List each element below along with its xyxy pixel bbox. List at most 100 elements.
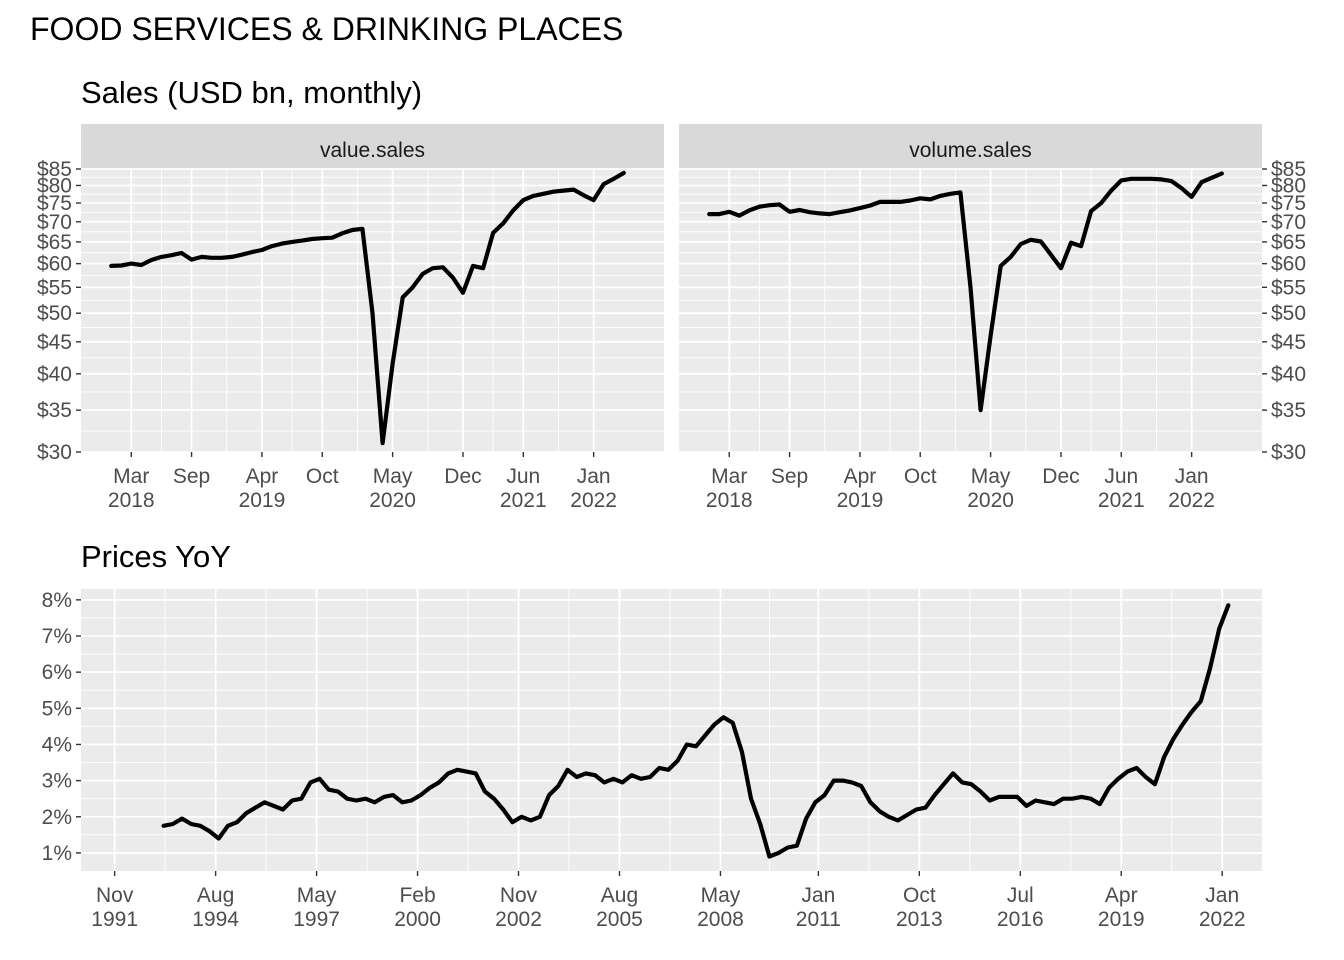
x-tick-label-month: Dec: [1042, 465, 1079, 488]
x-tick-label-year: 2019: [239, 489, 286, 512]
strip-label-volume-sales: volume.sales: [909, 139, 1032, 162]
x-tick-label-month: Jan: [801, 884, 835, 907]
x-tick-label-month: May: [373, 465, 413, 488]
sales-section-title: Sales (USD bn, monthly): [81, 75, 422, 110]
x-tick-label-month: Aug: [197, 884, 234, 907]
x-tick-label-month: Mar: [711, 465, 747, 488]
y-tick-label: 4%: [42, 733, 72, 756]
plot-panel-prices-yoy: [81, 589, 1262, 871]
x-tick-label-year: 1997: [293, 908, 340, 931]
x-tick-label-month: Apr: [1105, 884, 1138, 907]
x-tick-label-year: 2022: [570, 489, 617, 512]
x-tick-label-month: Jun: [506, 465, 540, 488]
y-tick-label: 3%: [42, 770, 72, 793]
x-tick-label-month: Oct: [903, 884, 936, 907]
strip-label-value-sales: value.sales: [320, 139, 425, 162]
x-tick-label-month: Sep: [173, 465, 210, 488]
strip-volume-sales: [679, 124, 1262, 169]
x-tick-label-year: 1991: [91, 908, 138, 931]
y-tick-label: $30: [37, 441, 72, 464]
y-tick-label: $80: [1271, 174, 1306, 197]
x-tick-label-year: 2016: [997, 908, 1044, 931]
y-tick-label: $50: [1271, 302, 1306, 325]
x-tick-label-year: 2021: [500, 489, 547, 512]
y-tick-label: 6%: [42, 661, 72, 684]
y-tick-label: $75: [1271, 192, 1306, 215]
y-tick-label: $30: [1271, 441, 1306, 464]
figure-title: FOOD SERVICES & DRINKING PLACES: [30, 11, 623, 47]
y-tick-label: $80: [37, 174, 72, 197]
x-tick-label-year: 2011: [796, 908, 841, 931]
y-tick-label: 7%: [42, 625, 72, 648]
y-tick-label: 8%: [42, 589, 72, 612]
x-tick-label-month: May: [971, 465, 1011, 488]
x-tick-label-year: 2020: [967, 489, 1014, 512]
y-tick-label: $45: [37, 331, 72, 354]
y-tick-label: $85: [37, 158, 72, 181]
x-tick-label-month: Oct: [306, 465, 339, 488]
plot-volume-sales: $30$35$40$45$50$55$60$65$70$75$80$85Mar2…: [679, 158, 1306, 512]
x-tick-label-month: Sep: [771, 465, 808, 488]
x-tick-label-year: 2018: [108, 489, 155, 512]
y-tick-label: $35: [1271, 399, 1306, 422]
prices-section-title: Prices YoY: [81, 539, 231, 574]
y-tick-label: $55: [1271, 276, 1306, 299]
prices-yoy-chart: 1%2%3%4%5%6%7%8%Nov1991Aug1994May1997Feb…: [42, 589, 1262, 931]
x-tick-label-year: 2018: [706, 489, 753, 512]
y-tick-label: $35: [37, 399, 72, 422]
series-line: [161, 603, 1231, 859]
x-tick-label-year: 2019: [837, 489, 884, 512]
series-line: [109, 170, 626, 446]
y-tick-label: $70: [1271, 211, 1306, 234]
y-tick-label: $60: [37, 253, 72, 276]
y-tick-label: $60: [1271, 253, 1306, 276]
x-tick-label-month: Jan: [1175, 465, 1209, 488]
x-tick-label-month: May: [701, 884, 741, 907]
y-tick-label: $85: [1271, 158, 1306, 181]
y-tick-label: $50: [37, 302, 72, 325]
y-tick-label: $65: [37, 231, 72, 254]
facet-volume-sales: volume.sales $30 $35 $40 $45 $50 $55$60$65$70…: [679, 124, 1306, 512]
y-tick-label: $45: [1271, 331, 1306, 354]
x-tick-label-month: Jan: [1205, 884, 1239, 907]
x-tick-label-year: 2000: [394, 908, 441, 931]
y-tick-label: $40: [1271, 363, 1306, 386]
x-tick-label-year: 2021: [1098, 489, 1145, 512]
x-tick-label-month: Jun: [1104, 465, 1138, 488]
x-tick-label-year: 1994: [192, 908, 239, 931]
x-tick-label-month: May: [297, 884, 337, 907]
x-tick-label-year: 2008: [697, 908, 744, 931]
x-tick-label-month: Aug: [601, 884, 638, 907]
plot-prices-yoy: 1%2%3%4%5%6%7%8%Nov1991Aug1994May1997Feb…: [42, 589, 1262, 931]
x-tick-label-year: 2002: [495, 908, 542, 931]
x-tick-label-year: 2005: [596, 908, 643, 931]
x-tick-label-year: 2022: [1199, 908, 1246, 931]
x-tick-label-year: 2022: [1168, 489, 1215, 512]
x-tick-label-month: Dec: [444, 465, 481, 488]
x-tick-label-month: Nov: [96, 884, 134, 907]
x-tick-label-year: 2019: [1098, 908, 1145, 931]
y-tick-label: 1%: [42, 842, 72, 865]
plot-value-sales: $30$35$40$45$50$55$60$65$70$75$80$85Mar2…: [37, 158, 664, 512]
y-tick-label: $55: [37, 276, 72, 299]
x-tick-label-year: 2013: [896, 908, 943, 931]
series-line: [707, 171, 1224, 413]
y-tick-label: $65: [1271, 231, 1306, 254]
x-tick-label-month: Oct: [904, 465, 937, 488]
y-tick-label: 5%: [42, 697, 72, 720]
x-tick-label-month: Jan: [577, 465, 611, 488]
y-tick-label: $40: [37, 363, 72, 386]
y-tick-label: $70: [37, 211, 72, 234]
x-tick-label-month: Feb: [399, 884, 435, 907]
y-tick-label: 2%: [42, 806, 72, 829]
facet-value-sales: value.sales $30$35$40$45$50$55$60$65$70$…: [37, 124, 664, 512]
x-tick-label-month: Nov: [500, 884, 538, 907]
x-tick-label-month: Mar: [113, 465, 149, 488]
y-tick-label: $75: [37, 192, 72, 215]
x-tick-label-month: Apr: [246, 465, 279, 488]
x-tick-label-month: Jul: [1007, 884, 1034, 907]
strip-value-sales: [81, 124, 664, 169]
x-tick-label-year: 2020: [369, 489, 416, 512]
x-tick-label-month: Apr: [844, 465, 877, 488]
